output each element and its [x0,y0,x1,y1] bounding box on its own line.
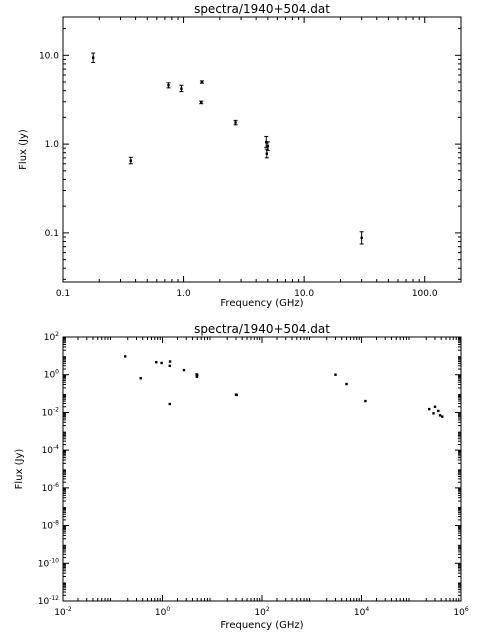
tick-label-base: 10 [42,408,54,418]
tick-label-exponent: 0 [166,606,170,613]
data-point [441,415,444,418]
tick-label-exponent: 6 [465,606,469,613]
y-tick-label: 10-4 [42,444,60,456]
chart-2: spectra/1940+504.dat Frequency (GHz) Flux … [14,322,469,631]
tick-label-base: 10 [42,484,54,494]
x-tick-label: 10-2 [54,606,72,618]
tick-label-exponent: -4 [53,444,59,451]
data-point [139,377,142,380]
tick-label-exponent: -6 [53,482,59,489]
chart-title: spectra/1940+504.dat [194,322,330,336]
data-point [180,87,183,90]
y-axis-label: Flux (Jy) [18,129,29,170]
data-point [167,84,170,87]
x-tick-label: 102 [254,606,269,618]
x-tick-label: 104 [354,606,369,618]
data-point [234,121,237,124]
x-axis-label: Frequency (GHz) [220,298,303,309]
data-point [437,409,440,413]
x-tick-label: 100 [155,606,170,618]
tick-label-exponent: -2 [66,606,72,613]
data-point [438,414,442,417]
tick-label-base: 10 [155,608,167,618]
y-tick-label: 10.0 [39,51,59,61]
y-tick-label: 10-12 [38,595,59,607]
tick-label-base: 10 [44,333,56,343]
data-point [428,407,431,411]
x-tick-label: 0.1 [56,289,70,299]
data-point [195,375,199,378]
tick-label-base: 10 [38,597,50,607]
y-tick-label: 102 [44,331,59,343]
tick-label-exponent: -8 [53,520,59,527]
x-tick-label: 10.0 [294,289,314,299]
data-point [200,80,204,84]
data-point [334,373,337,376]
data-point [345,382,348,386]
data-point [182,368,186,372]
data-point [160,361,163,365]
tick-label-exponent: 0 [55,369,59,376]
tick-label-exponent: -10 [49,557,59,564]
data-point [129,159,132,162]
data-point [199,101,203,104]
y-tick-label: 1.0 [45,140,60,150]
data-point [196,373,199,377]
x-tick-label: 100.0 [412,289,438,299]
chart-title: spectra/1940+504.dat [194,2,330,16]
plot-frame [62,16,462,283]
data-point [432,412,435,415]
y-tick-label: 100 [44,369,59,381]
data-point [235,393,238,397]
tick-label-base: 10 [453,608,465,618]
chart-1: spectra/1940+504.dat Frequency (GHz) Flux … [18,2,462,309]
x-tick-label: 1.0 [176,289,191,299]
y-axis-label: Flux (Jy) [14,449,25,490]
tick-label-base: 10 [38,559,50,569]
x-axis-label: Frequency (GHz) [220,620,303,631]
tick-label-base: 10 [42,446,54,456]
data-point [265,152,268,155]
tick-label-exponent: -12 [49,595,59,602]
data-point [168,402,171,406]
tick-label-exponent: 4 [365,606,369,613]
data-point [91,56,95,59]
tick-label-base: 10 [44,371,56,381]
y-tick-label: 0.1 [45,229,59,239]
tick-label-base: 10 [354,608,366,618]
data-point [266,144,270,148]
data-point [168,364,171,368]
plot-frame [62,336,462,602]
tick-label-exponent: 2 [266,606,270,613]
data-point [155,361,158,364]
tick-label-exponent: 2 [55,331,59,338]
y-tick-label: 10-10 [38,557,59,569]
tick-label-base: 10 [42,522,54,532]
y-tick-label: 10-8 [42,520,60,532]
x-tick-label: 106 [453,606,468,618]
tick-label-base: 10 [254,608,266,618]
data-point [124,355,127,358]
data-point [360,236,363,240]
y-tick-label: 10-2 [42,406,60,418]
data-point [433,405,437,408]
tick-label-exponent: -2 [53,406,59,413]
tick-label-base: 10 [54,608,66,618]
data-point [168,360,172,363]
y-tick-label: 10-6 [42,482,60,494]
data-point [364,399,367,403]
